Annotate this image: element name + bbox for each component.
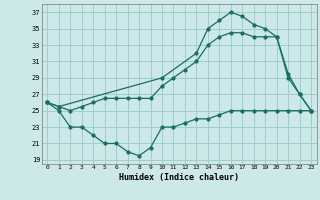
X-axis label: Humidex (Indice chaleur): Humidex (Indice chaleur)	[119, 173, 239, 182]
